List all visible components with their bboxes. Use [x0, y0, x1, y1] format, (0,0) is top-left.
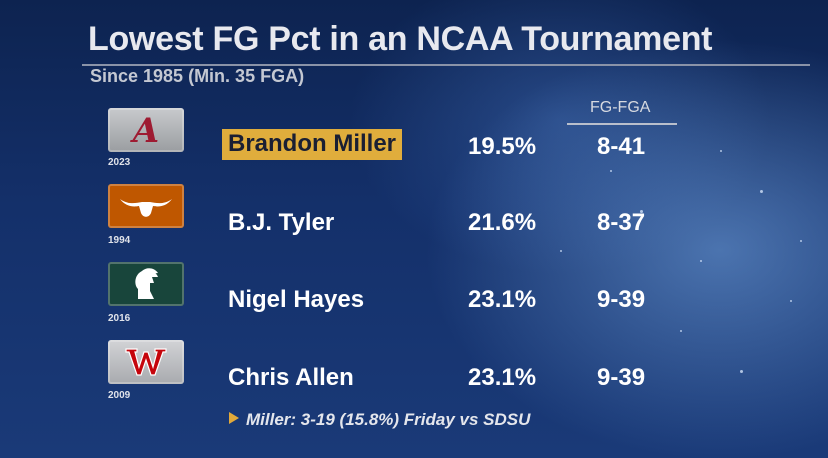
alabama-logo-icon: A — [108, 108, 184, 152]
row-year: 2009 — [108, 390, 131, 401]
fg-fga-value: 8-41 — [597, 133, 646, 160]
row-year: 2023 — [108, 157, 131, 168]
fg-percentage: 19.5% — [468, 133, 537, 160]
fg-fga-value: 9-39 — [597, 364, 646, 391]
fg-fga-column-header: FG-FGA — [590, 99, 651, 116]
fg-percentage: 23.1% — [468, 286, 537, 313]
column-header-underline — [567, 123, 677, 125]
player-name: Nigel Hayes — [228, 286, 365, 313]
texas-longhorn-logo-icon — [108, 184, 184, 228]
player-name: Chris Allen — [228, 364, 354, 391]
footnote: Miller: 3-19 (15.8%) Friday vs SDSU — [246, 410, 530, 430]
row-year: 1994 — [108, 235, 131, 246]
svg-text:A: A — [130, 112, 159, 148]
play-arrow-icon — [229, 412, 239, 424]
footnote-text: Miller: 3-19 (15.8%) Friday vs SDSU — [246, 410, 531, 429]
title-divider — [82, 64, 810, 66]
fg-percentage: 23.1% — [468, 364, 537, 391]
fg-fga-value: 8-37 — [597, 209, 646, 236]
player-name: B.J. Tyler — [228, 209, 335, 236]
fg-percentage: 21.6% — [468, 209, 537, 236]
player-name-highlighted: Brandon Miller — [222, 129, 403, 160]
michigan-state-spartan-logo-icon — [108, 262, 184, 306]
row-year: 2016 — [108, 313, 131, 324]
wisconsin-w-logo-icon — [108, 340, 184, 384]
graphic-title: Lowest FG Pct in an NCAA Tournament — [88, 20, 713, 58]
graphic-subtitle: Since 1985 (Min. 35 FGA) — [90, 66, 305, 86]
fg-fga-value: 9-39 — [597, 286, 646, 313]
